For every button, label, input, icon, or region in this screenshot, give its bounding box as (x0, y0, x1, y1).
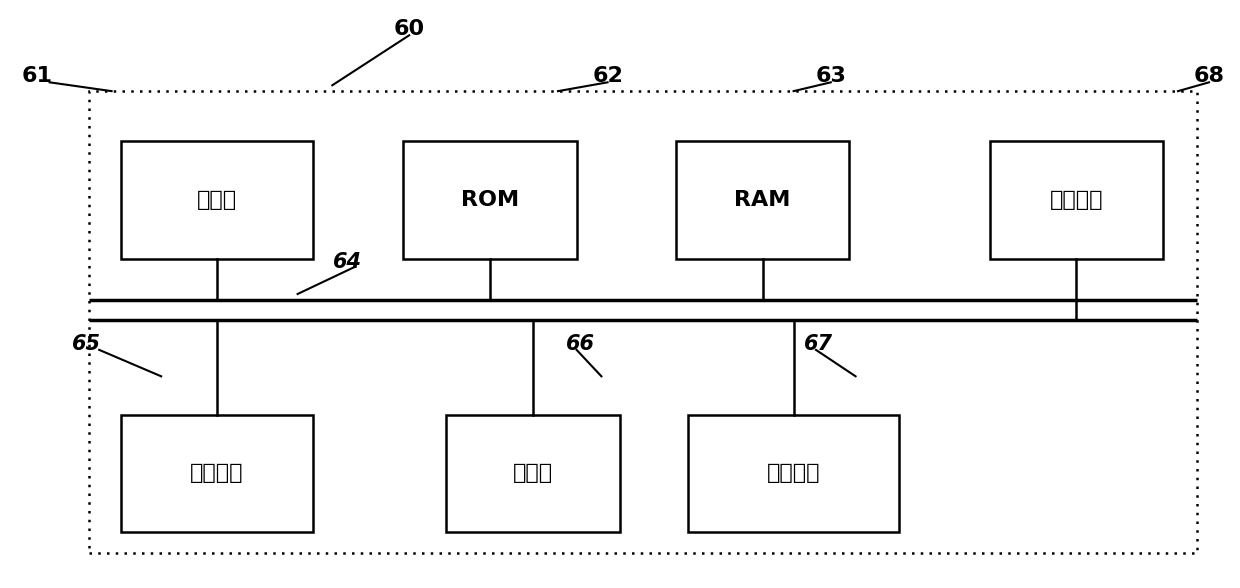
Text: 64: 64 (332, 252, 362, 272)
Text: 62: 62 (593, 66, 622, 86)
Bar (89, 91, 1197, 553)
Text: 61: 61 (21, 66, 52, 86)
Bar (403, 141, 577, 259)
Text: 显示装置: 显示装置 (766, 463, 821, 483)
Text: RAM: RAM (734, 190, 791, 210)
Text: 66: 66 (565, 334, 595, 354)
Bar (446, 415, 620, 532)
Text: 60: 60 (393, 19, 425, 39)
Text: 63: 63 (816, 66, 846, 86)
Bar (120, 415, 312, 532)
Text: ROM: ROM (461, 190, 518, 210)
Bar (688, 415, 899, 532)
Text: 67: 67 (804, 334, 833, 354)
Text: 存储器: 存储器 (197, 190, 237, 210)
Text: 65: 65 (72, 334, 102, 354)
Text: 接口单元: 接口单元 (1049, 190, 1104, 210)
Text: 68: 68 (1193, 66, 1225, 86)
Bar (990, 141, 1163, 259)
Text: 处理器: 处理器 (513, 463, 553, 483)
Bar (120, 141, 312, 259)
Bar (676, 141, 849, 259)
Text: 输入装置: 输入装置 (190, 463, 244, 483)
